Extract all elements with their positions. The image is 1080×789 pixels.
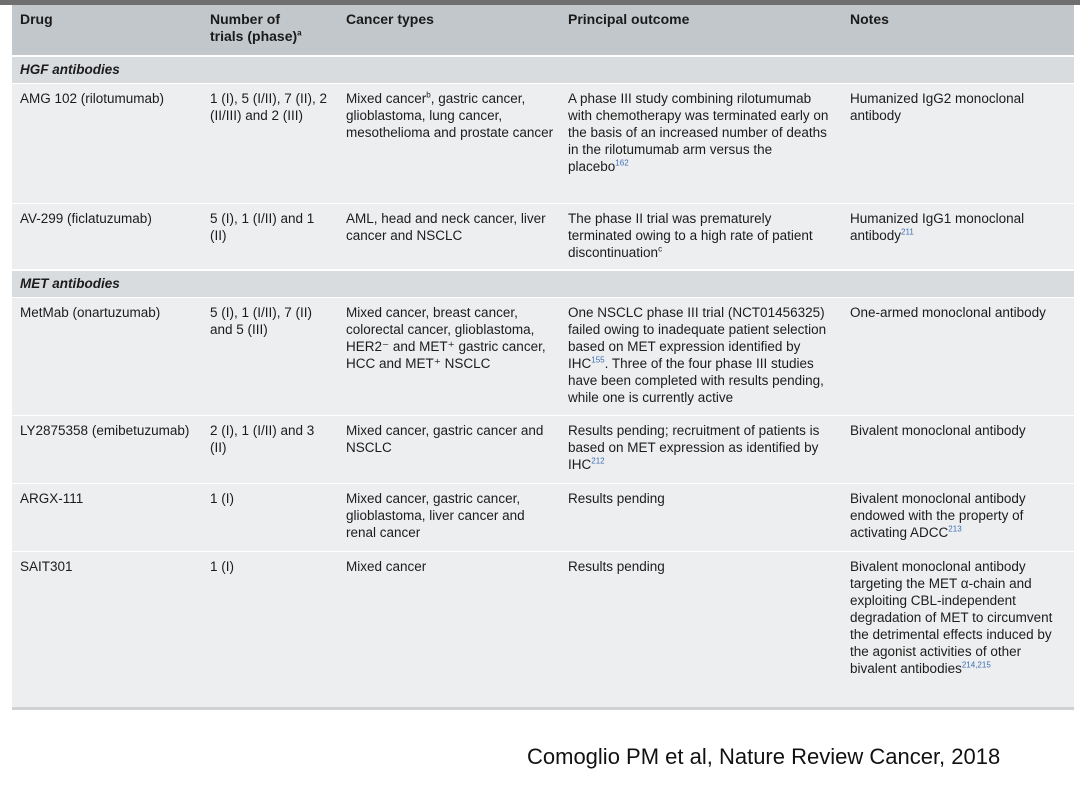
header-cancer-types: Cancer types <box>338 5 560 56</box>
cell-cancer-types: Mixed cancer, gastric cancer, glioblasto… <box>338 483 560 552</box>
cell-outcome: Results pending <box>560 551 842 710</box>
cell-outcome: One NSCLC phase III trial (NCT01456325) … <box>560 297 842 416</box>
cancer-footnote: b <box>426 90 431 100</box>
cell-trials: 1 (I) <box>202 483 338 552</box>
header-row: Drug Number of trials (phase)a Cancer typ… <box>12 5 1074 56</box>
cell-drug: MetMab (onartuzumab) <box>12 297 202 416</box>
cell-notes: Bivalent monoclonal antibody <box>842 415 1074 484</box>
table-row: SAIT301 1 (I) Mixed cancer Results pendi… <box>12 551 1074 710</box>
cell-notes: Bivalent monoclonal antibody endowed wit… <box>842 483 1074 552</box>
table-row: AV-299 (ficlatuzumab) 5 (I), 1 (I/II) an… <box>12 203 1074 270</box>
table-row: ARGX-111 1 (I) Mixed cancer, gastric can… <box>12 483 1074 552</box>
table-header: Drug Number of trials (phase)a Cancer typ… <box>12 5 1074 56</box>
table-row: MetMab (onartuzumab) 5 (I), 1 (I/II), 7 … <box>12 297 1074 416</box>
cell-drug: SAIT301 <box>12 551 202 710</box>
header-trials-line2: trials (phase) <box>210 28 298 44</box>
cancer-text: Mixed cancer <box>346 91 427 106</box>
cell-outcome: Results pending; recruitment of patients… <box>560 415 842 484</box>
outcome-text-cont: . Three of the four phase III studies ha… <box>568 356 824 405</box>
outcome-text: One NSCLC phase III trial (NCT01456325) … <box>568 305 827 371</box>
cell-trials: 1 (I) <box>202 551 338 710</box>
table-row: AMG 102 (rilotumumab) 1 (I), 5 (I/II), 7… <box>12 83 1074 204</box>
cell-drug: AV-299 (ficlatuzumab) <box>12 203 202 270</box>
notes-reference: 213 <box>948 524 962 534</box>
header-trials-line1: Number of <box>210 11 280 27</box>
cell-cancer-types: Mixed cancerb, gastric cancer, glioblast… <box>338 83 560 204</box>
cell-outcome: Results pending <box>560 483 842 552</box>
cell-outcome: A phase III study combining rilotumumab … <box>560 83 842 204</box>
section-row-hgf: HGF antibodies <box>12 55 1074 84</box>
outcome-reference: 155 <box>591 355 605 365</box>
outcome-footnote: c <box>658 244 663 254</box>
cell-drug: ARGX-111 <box>12 483 202 552</box>
cell-cancer-types: AML, head and neck cancer, liver cancer … <box>338 203 560 270</box>
header-drug: Drug <box>12 5 202 56</box>
outcome-text: Results pending; recruitment of patients… <box>568 423 820 472</box>
header-notes: Notes <box>842 5 1074 56</box>
table-body: HGF antibodies AMG 102 (rilotumumab) 1 (… <box>12 55 1074 710</box>
cell-notes: Humanized IgG2 monoclonal antibody <box>842 83 1074 204</box>
header-principal-outcome: Principal outcome <box>560 5 842 56</box>
cell-notes: Humanized IgG1 monoclonal antibody211 <box>842 203 1074 270</box>
notes-text: Humanized IgG1 monoclonal antibody <box>850 211 1025 243</box>
cell-trials: 5 (I), 1 (I/II) and 1 (II) <box>202 203 338 270</box>
top-clipped-caption-strip <box>0 0 1080 5</box>
cell-drug: LY2875358 (emibetuzumab) <box>12 415 202 484</box>
notes-reference: 211 <box>901 227 914 237</box>
cell-drug: AMG 102 (rilotumumab) <box>12 83 202 204</box>
notes-text: Bivalent monoclonal antibody endowed wit… <box>850 491 1026 540</box>
outcome-text: A phase III study combining rilotumumab … <box>568 91 829 174</box>
cell-trials: 2 (I), 1 (I/II) and 3 (II) <box>202 415 338 484</box>
notes-text: Humanized IgG2 monoclonal antibody <box>850 91 1025 123</box>
cell-cancer-types: Mixed cancer, breast cancer, colorectal … <box>338 297 560 416</box>
table-row: LY2875358 (emibetuzumab) 2 (I), 1 (I/II)… <box>12 415 1074 484</box>
cell-cancer-types: Mixed cancer <box>338 551 560 710</box>
source-citation: Comoglio PM et al, Nature Review Cancer,… <box>527 744 1001 769</box>
trials-table: Drug Number of trials (phase)a Cancer typ… <box>12 5 1074 710</box>
section-label-hgf: HGF antibodies <box>12 55 1074 84</box>
cell-notes: One-armed monoclonal antibody <box>842 297 1074 416</box>
outcome-reference: 162 <box>615 158 629 168</box>
outcome-reference: 212 <box>591 456 605 466</box>
notes-text: Bivalent monoclonal antibody targeting t… <box>850 559 1053 676</box>
notes-reference: 214,215 <box>961 660 991 670</box>
outcome-text: The phase II trial was prematurely termi… <box>568 211 813 260</box>
cell-trials: 5 (I), 1 (I/II), 7 (II) and 5 (III) <box>202 297 338 416</box>
section-row-met: MET antibodies <box>12 269 1074 298</box>
cell-cancer-types: Mixed cancer, gastric cancer and NSCLC <box>338 415 560 484</box>
header-trials: Number of trials (phase)a <box>202 5 338 56</box>
cancer-text-cont: , gastric cancer, glioblastoma, lung can… <box>346 91 554 140</box>
cell-trials: 1 (I), 5 (I/II), 7 (II), 2 (II/III) and … <box>202 83 338 204</box>
header-trials-footnote: a <box>297 28 302 38</box>
section-label-met: MET antibodies <box>12 269 1074 298</box>
cell-notes: Bivalent monoclonal antibody targeting t… <box>842 551 1074 710</box>
cell-outcome: The phase II trial was prematurely termi… <box>560 203 842 270</box>
antibody-trials-table: Drug Number of trials (phase)a Cancer typ… <box>12 5 1074 710</box>
